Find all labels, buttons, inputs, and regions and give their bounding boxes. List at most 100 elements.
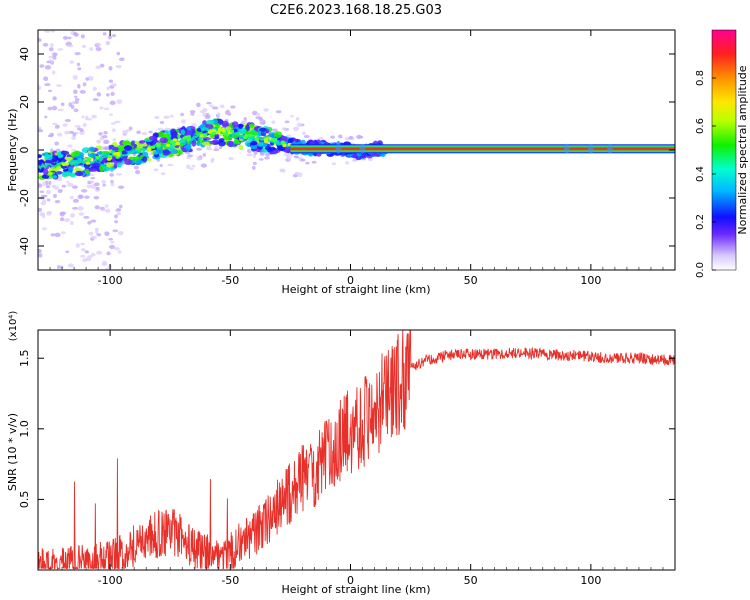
spectrogram-scatter-point	[38, 248, 42, 254]
spectrogram-peak-blob	[282, 143, 287, 148]
spectrogram-scatter-point	[90, 219, 97, 223]
spectrogram-scatter-point	[57, 132, 63, 137]
spectrogram-band-blob	[214, 133, 220, 139]
spectrogram-scatter-point	[54, 232, 61, 238]
spectrogram-scatter-point	[293, 155, 299, 158]
spectrogram-scatter-point	[90, 235, 97, 240]
spectrogram-scatter-point	[294, 171, 300, 175]
spectrogram-peak-blob	[272, 138, 278, 142]
spectrogram-scatter-point	[110, 122, 117, 125]
spectrogram-scatter-point	[48, 55, 54, 59]
spectrogram-band-blob	[75, 170, 84, 177]
spectrogram-scatter-point	[305, 161, 310, 165]
spectrogram-scatter-point	[164, 127, 170, 131]
spectrogram-scatter-point	[71, 101, 76, 105]
spectrogram-scatter-point	[163, 115, 170, 119]
spectrogram-band-blob	[64, 171, 72, 177]
spectrogram-scatter-point	[219, 104, 225, 109]
spectrogram-band-blob	[84, 168, 90, 174]
spectrogram-scatter-point	[61, 184, 67, 188]
spectrogram-scatter-point	[64, 218, 70, 223]
snr-marks	[38, 330, 675, 570]
spectrogram-scatter-point	[271, 120, 276, 124]
spectrogram-scatter-point	[200, 163, 207, 168]
snr-xtick-label: -50	[221, 574, 239, 587]
spectrogram-band-blob	[205, 119, 215, 125]
spectrogram-scatter-point	[275, 110, 282, 114]
spectrogram-scatter-point	[114, 120, 121, 124]
spectrogram-scatter-point	[41, 227, 47, 231]
spectrogram-scatter-point	[57, 108, 64, 112]
snr-frame	[37, 329, 676, 571]
colorbar-tick-label: 0.4	[695, 166, 706, 182]
spectrogram-peak-blob	[186, 135, 191, 139]
spectrogram-scatter-point	[246, 153, 253, 157]
spectrogram-scatter-point	[99, 106, 104, 110]
spectrogram-scatter-point	[53, 193, 57, 199]
spectrogram-scatter-point	[77, 67, 82, 71]
spectrogram-scatter-point	[112, 138, 117, 142]
spectrogram-band-blob	[248, 123, 255, 128]
spectrogram-scatter-point	[95, 43, 100, 46]
spectrogram-band-blob	[38, 154, 43, 159]
steady-band-core	[290, 147, 675, 151]
spectrogram-scatter-point	[86, 184, 91, 189]
snr-series-line	[38, 330, 675, 570]
spectrogram-scatter-point	[44, 65, 52, 70]
spectrogram-scatter-point	[67, 182, 74, 187]
spectrogram-peak-blob	[211, 131, 217, 135]
spectrogram-scatter-point	[189, 167, 194, 170]
spectrogram-peak-blob	[186, 138, 191, 142]
spectrogram-scatter-point	[47, 106, 53, 111]
spectrogram-scatter-point	[133, 165, 140, 170]
spectrogram-peak-blob	[207, 130, 213, 134]
spectrogram-scatter-point	[71, 206, 79, 210]
spectrogram-scatter-point	[105, 267, 109, 270]
spectrogram-scatter-point	[38, 129, 44, 133]
spectrogram-scatter-point	[202, 153, 207, 157]
spectrogram-scatter-point	[38, 38, 42, 42]
spectrogram-band-blob	[238, 128, 247, 135]
spectrogram-scatter-point	[218, 146, 223, 150]
spectrogram-band-blob	[272, 149, 281, 153]
spectrogram-scatter-point	[72, 185, 78, 189]
spectrogram-marks	[38, 30, 675, 270]
spectrogram-scatter-point	[330, 135, 335, 139]
spectrogram-scatter-point	[225, 110, 229, 115]
snr-xtick-label: 50	[464, 574, 478, 587]
spectrogram-scatter-point	[54, 141, 59, 146]
spectrogram-band-blob	[226, 140, 234, 148]
spectrogram-scatter-point	[331, 162, 337, 166]
spectrogram-band-blob	[47, 171, 53, 176]
spectrogram-scatter-point	[74, 97, 80, 102]
spectrogram-scatter-point	[86, 118, 93, 121]
spectrogram-band-blob	[122, 140, 131, 146]
spectrogram-scatter-point	[338, 134, 343, 139]
spectrogram-scatter-point	[64, 130, 70, 135]
spectrogram-band-blob	[124, 158, 133, 166]
spectrogram-scatter-point	[46, 211, 53, 214]
spectrogram-band-blob	[88, 168, 98, 172]
spectrogram-scatter-point	[96, 92, 102, 97]
spectrogram-scatter-point	[196, 147, 203, 151]
spectrogram-scatter-point	[72, 75, 78, 80]
snr-ticks: -100 -50 0 50 100 0.5 1.0 1.5	[18, 330, 676, 587]
spectrogram-peak-blob	[106, 157, 112, 161]
spectrogram-scatter-point	[103, 131, 108, 135]
spectrogram-ytick-label: 20	[18, 95, 31, 109]
spectrogram-band-blob	[256, 142, 264, 147]
spectrogram-scatter-point	[153, 168, 159, 172]
spectrogram-scatter-point	[128, 126, 133, 131]
spectrogram-peak-blob	[64, 162, 69, 166]
spectrogram-scatter-point	[93, 195, 100, 200]
spectrogram-scatter-point	[60, 102, 65, 107]
spectrogram-scatter-point	[62, 123, 69, 127]
spectrogram-scatter-point	[69, 213, 76, 218]
spectrogram-scatter-point	[102, 134, 108, 139]
spectrogram-scatter-point	[74, 32, 79, 37]
spectrogram-scatter-point	[44, 30, 51, 33]
spectrogram-scatter-point	[42, 181, 47, 187]
spectrogram-xtick-label: 50	[464, 274, 478, 287]
spectrogram-scatter-point	[81, 44, 86, 49]
